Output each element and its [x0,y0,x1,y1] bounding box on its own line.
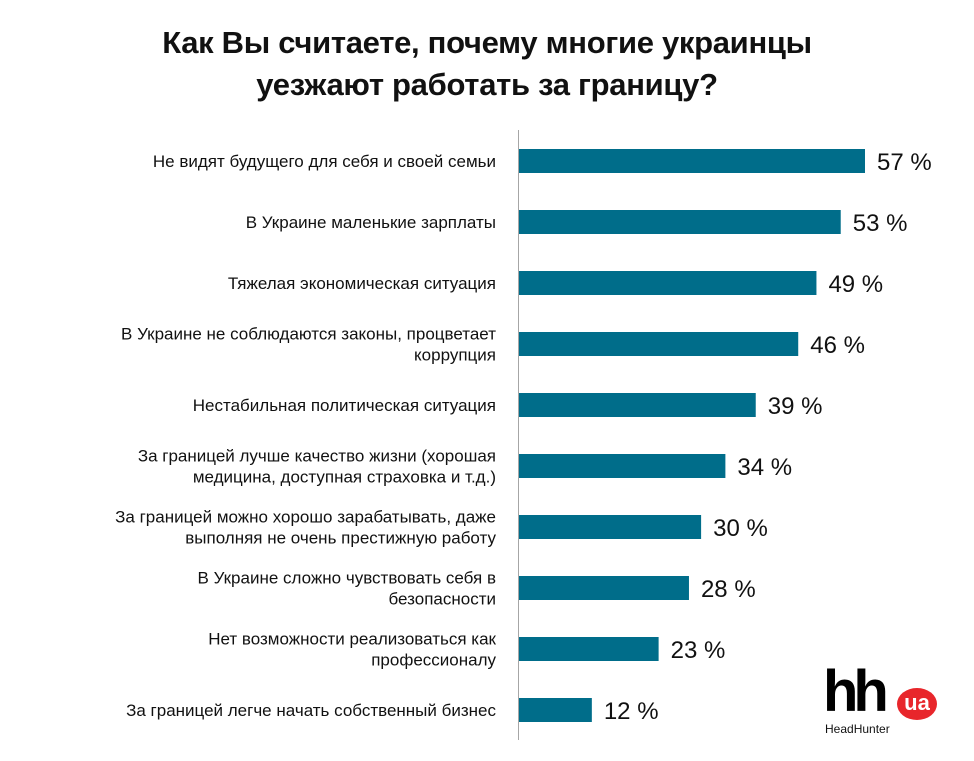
bar-7 [519,515,702,539]
value-label-4: 46 % [810,332,865,359]
bars-group: 57 % Не видят будущего для себя и своей с… [115,149,932,725]
value-label-1: 57 % [877,149,932,176]
value-label-6: 34 % [737,454,792,481]
bar-5 [519,393,756,417]
bar-2 [519,210,841,234]
category-label-2: В Украине маленькие зарплаты [246,213,496,232]
category-label-8-line-2: безопасности [389,590,496,609]
value-label-7: 30 % [713,515,768,542]
category-label-4-line-2: коррупция [414,346,496,365]
value-label-5: 39 % [768,393,823,420]
bar-10 [519,698,592,722]
logo-wordmark: HeadHunter [825,722,890,736]
chart-title-line-1: Как Вы считаете, почему многие украинцы [162,25,812,60]
bar-8 [519,576,689,600]
value-label-2: 53 % [853,210,908,237]
bar-3 [519,271,817,295]
category-label-8-line-1: В Украине сложно чувствовать себя в [198,569,496,588]
category-label-6-line-2: медицина, доступная страховка и т.д.) [193,468,496,487]
value-label-3: 49 % [828,271,883,298]
category-label-9-line-1: Нет возможности реализоваться как [208,630,496,649]
headhunter-logo: hh ua HeadHunter [823,662,943,738]
category-label-5: Нестабильная политическая ситуация [193,396,496,415]
category-label-4-line-1: В Украине не соблюдаются законы, процвет… [121,325,496,344]
category-label-9-line-2: профессионалу [371,651,496,670]
category-label-6-line-1: За границей лучше качество жизни (хороша… [138,447,496,466]
bar-9 [519,637,659,661]
category-label-1: Не видят будущего для себя и своей семьи [153,152,496,171]
value-label-8: 28 % [701,576,756,603]
value-label-10: 12 % [604,698,659,725]
logo-hh-mark: hh [823,659,889,724]
category-label-7-line-1: За границей можно хорошо зарабатывать, д… [115,508,496,527]
category-label-7-line-2: выполняя не очень престижную работу [185,529,496,548]
value-label-9: 23 % [671,637,726,664]
category-label-10: За границей легче начать собственный биз… [126,701,496,720]
category-label-3: Тяжелая экономическая ситуация [228,274,496,293]
chart-title: Как Вы считаете, почему многие украинцы … [0,22,974,106]
chart-title-line-2: уезжают работать за границу? [256,67,718,102]
bar-6 [519,454,726,478]
logo-ua-badge: ua [897,688,937,720]
bar-1 [519,149,865,173]
bar-4 [519,332,799,356]
